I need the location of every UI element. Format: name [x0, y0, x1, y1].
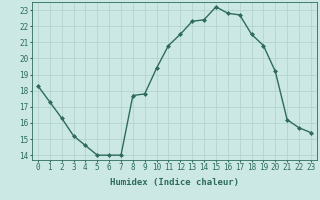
X-axis label: Humidex (Indice chaleur): Humidex (Indice chaleur)	[110, 178, 239, 187]
